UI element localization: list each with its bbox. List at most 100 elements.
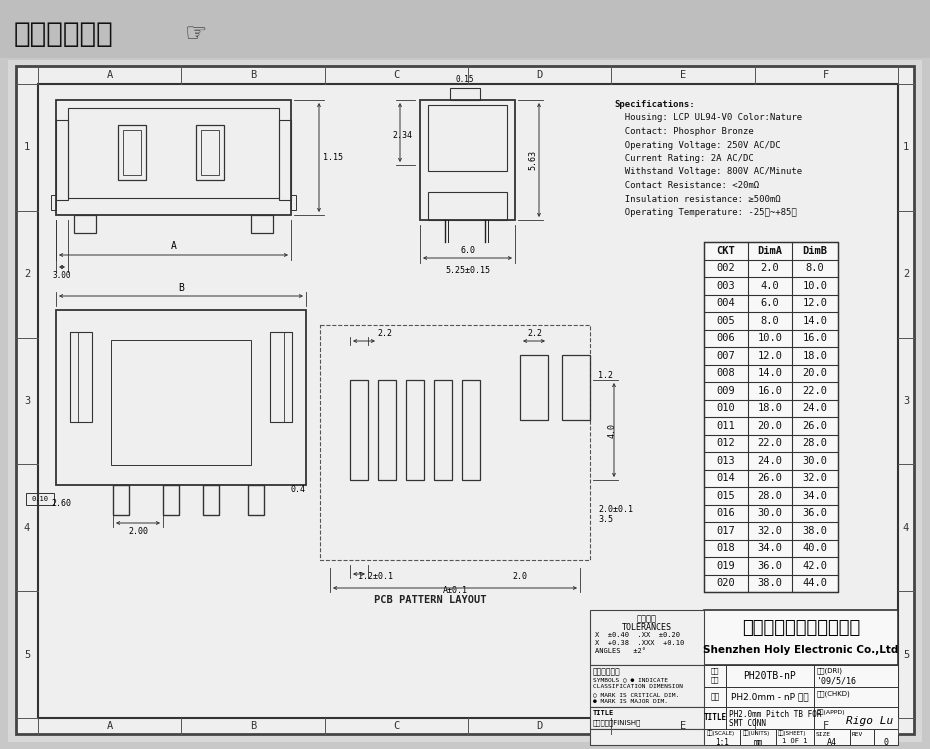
Text: 003: 003: [717, 281, 736, 291]
Text: 比例(SCALE): 比例(SCALE): [707, 730, 735, 736]
Text: 1: 1: [903, 142, 910, 152]
Text: 表面处理（FINISH）: 表面处理（FINISH）: [593, 719, 642, 726]
Text: B: B: [250, 721, 256, 731]
Text: 24.0: 24.0: [758, 455, 782, 466]
Text: 核准(APPD): 核准(APPD): [817, 709, 845, 715]
Text: F: F: [823, 70, 830, 80]
Text: 5: 5: [24, 649, 30, 660]
Text: 5.63: 5.63: [528, 150, 538, 170]
Text: 制图(DRI): 制图(DRI): [817, 667, 843, 673]
Text: 016: 016: [717, 509, 736, 518]
Bar: [118, 125, 146, 180]
Text: Shenzhen Holy Electronic Co.,Ltd: Shenzhen Holy Electronic Co.,Ltd: [703, 645, 898, 655]
Bar: [350, 380, 368, 480]
Text: D: D: [537, 70, 543, 80]
Bar: [74, 215, 96, 233]
Text: 2.0±0.1: 2.0±0.1: [598, 506, 633, 515]
Bar: [270, 332, 292, 422]
Text: 4: 4: [903, 523, 910, 533]
Text: 0: 0: [884, 738, 888, 747]
Bar: [26, 493, 54, 505]
Text: 22.0: 22.0: [803, 386, 828, 395]
Text: REV: REV: [852, 732, 863, 737]
Bar: [51, 195, 56, 210]
Bar: [38, 84, 898, 718]
Text: 14.0: 14.0: [758, 369, 782, 378]
Bar: [704, 707, 726, 729]
Bar: [68, 108, 279, 198]
Bar: [123, 130, 141, 175]
Text: '09/5/16: '09/5/16: [817, 676, 857, 685]
Text: 3: 3: [903, 396, 910, 406]
Text: X  +0.38  .XXX  +0.10: X +0.38 .XXX +0.10: [595, 640, 684, 646]
Bar: [814, 729, 850, 745]
Text: Operating Temperature: -25℃~+85℃: Operating Temperature: -25℃~+85℃: [614, 208, 797, 217]
Bar: [726, 687, 814, 707]
Bar: [814, 687, 898, 707]
Text: 深圳市宏利电子有限公司: 深圳市宏利电子有限公司: [742, 619, 860, 637]
Bar: [284, 332, 292, 422]
Text: 12.0: 12.0: [758, 351, 782, 361]
Text: ○ MARK IS CRITICAL DIM.: ○ MARK IS CRITICAL DIM.: [593, 692, 679, 697]
Text: 18.0: 18.0: [758, 403, 782, 413]
Text: X  ±0.40  .XX  ±0.20: X ±0.40 .XX ±0.20: [595, 632, 680, 638]
Bar: [406, 380, 424, 480]
Text: 44.0: 44.0: [803, 578, 828, 588]
Text: PH20TB-nP: PH20TB-nP: [744, 671, 796, 681]
Text: 20.0: 20.0: [758, 421, 782, 431]
Text: 36.0: 36.0: [803, 509, 828, 518]
Bar: [56, 310, 306, 485]
Text: 3.5: 3.5: [598, 515, 613, 524]
Text: 单位(UNITS): 单位(UNITS): [743, 730, 770, 736]
Text: 2: 2: [24, 269, 30, 279]
Text: 12.0: 12.0: [803, 298, 828, 309]
Bar: [874, 729, 898, 745]
Text: TOLERANCES: TOLERANCES: [622, 623, 672, 632]
Text: 2.0: 2.0: [761, 263, 779, 273]
Bar: [462, 380, 480, 480]
Text: 40.0: 40.0: [803, 543, 828, 554]
Text: 018: 018: [717, 543, 736, 554]
Text: SMT CONN: SMT CONN: [729, 719, 766, 728]
Text: 38.0: 38.0: [803, 526, 828, 536]
Text: 1 OF 1: 1 OF 1: [782, 738, 808, 744]
Text: CLASSIFICATION DIMENSION: CLASSIFICATION DIMENSION: [593, 684, 683, 689]
Bar: [726, 707, 814, 729]
Text: 1: 1: [24, 142, 30, 152]
Bar: [291, 195, 296, 210]
Text: 审核(CHKD): 审核(CHKD): [817, 690, 851, 697]
Text: 4: 4: [24, 523, 30, 533]
Bar: [420, 100, 515, 220]
Text: 38.0: 38.0: [758, 578, 782, 588]
Text: 8.0: 8.0: [761, 316, 779, 326]
Bar: [450, 88, 480, 100]
Bar: [56, 120, 68, 200]
Text: 3.00: 3.00: [53, 271, 72, 280]
Bar: [776, 729, 814, 745]
Text: 019: 019: [717, 561, 736, 571]
Text: 10.0: 10.0: [758, 333, 782, 343]
Bar: [111, 340, 251, 465]
Text: 1.2±0.1: 1.2±0.1: [357, 572, 392, 581]
Bar: [113, 485, 129, 515]
Text: SYMBOLS ○ ● INDICATE: SYMBOLS ○ ● INDICATE: [593, 677, 668, 682]
Text: 4.0: 4.0: [608, 422, 617, 437]
Bar: [562, 355, 590, 420]
Text: 16.0: 16.0: [803, 333, 828, 343]
Text: 004: 004: [717, 298, 736, 309]
Text: 28.0: 28.0: [803, 438, 828, 448]
Bar: [248, 485, 264, 515]
Text: ANGLES   ±2°: ANGLES ±2°: [595, 648, 646, 654]
Bar: [320, 325, 590, 560]
Text: Insulation resistance: ≥500mΩ: Insulation resistance: ≥500mΩ: [614, 195, 780, 204]
Text: SIZE: SIZE: [816, 732, 831, 737]
Text: 5.25±0.15: 5.25±0.15: [445, 266, 490, 275]
Text: 工程: 工程: [711, 667, 719, 673]
Text: 014: 014: [717, 473, 736, 483]
Text: 007: 007: [717, 351, 736, 361]
Bar: [251, 215, 273, 233]
Text: Contact Resistance: <20mΩ: Contact Resistance: <20mΩ: [614, 181, 759, 190]
Text: 005: 005: [717, 316, 736, 326]
Bar: [56, 100, 291, 215]
Bar: [196, 125, 224, 180]
